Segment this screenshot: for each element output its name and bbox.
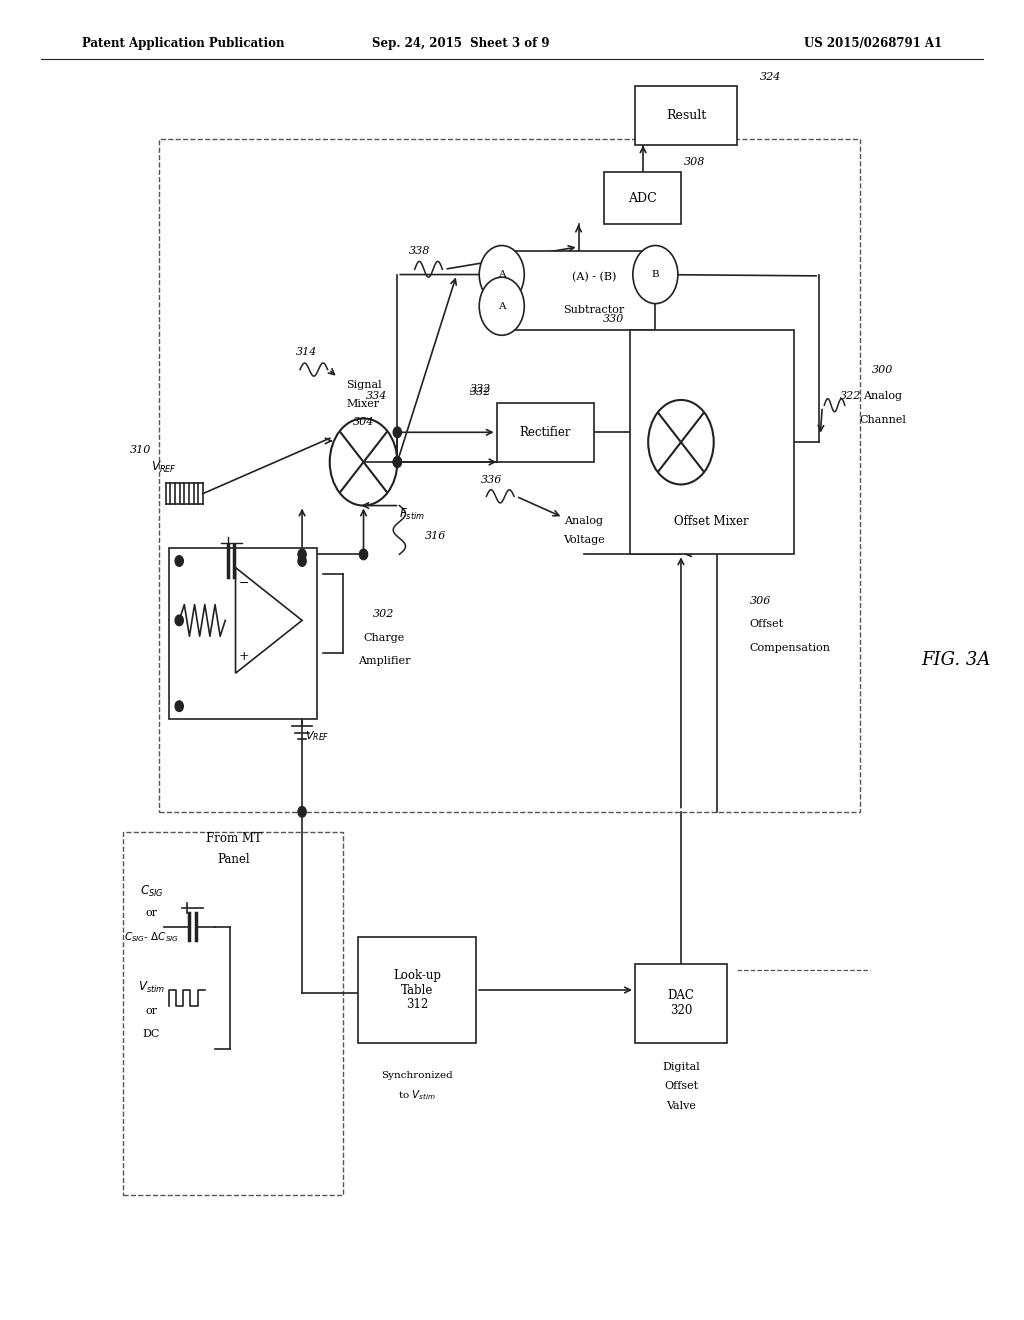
Text: A: A — [498, 271, 506, 279]
Text: Charge: Charge — [364, 632, 404, 643]
Text: $V_{REF}$: $V_{REF}$ — [305, 730, 330, 743]
Circle shape — [298, 556, 306, 566]
Text: Voltage: Voltage — [563, 535, 604, 545]
Circle shape — [175, 556, 183, 566]
Text: Valve: Valve — [666, 1101, 696, 1111]
Text: Patent Application Publication: Patent Application Publication — [82, 37, 285, 50]
Text: Synchronized: Synchronized — [381, 1072, 454, 1080]
Circle shape — [393, 457, 401, 467]
Circle shape — [298, 549, 306, 560]
Text: 330: 330 — [603, 314, 625, 325]
Text: Look-up
Table
312: Look-up Table 312 — [393, 969, 441, 1011]
FancyBboxPatch shape — [630, 330, 794, 554]
Text: −: − — [239, 577, 249, 590]
FancyBboxPatch shape — [604, 172, 681, 224]
Text: DAC
320: DAC 320 — [668, 989, 694, 1018]
Text: (A) - (B): (A) - (B) — [571, 272, 616, 282]
Circle shape — [298, 807, 306, 817]
Text: A: A — [498, 302, 506, 310]
Text: Sep. 24, 2015  Sheet 3 of 9: Sep. 24, 2015 Sheet 3 of 9 — [372, 37, 550, 50]
Text: $F_{stim}$: $F_{stim}$ — [399, 507, 425, 523]
Text: 304: 304 — [353, 417, 374, 428]
Text: 334: 334 — [366, 391, 387, 401]
FancyBboxPatch shape — [502, 251, 655, 330]
Text: to $V_{stim}$: to $V_{stim}$ — [398, 1089, 436, 1102]
Text: 322: 322 — [840, 391, 861, 401]
Text: 314: 314 — [296, 347, 317, 358]
Circle shape — [479, 246, 524, 304]
Text: Result: Result — [666, 110, 707, 121]
Text: Offset: Offset — [664, 1081, 698, 1092]
Text: B: B — [651, 271, 659, 279]
Text: $C_{SIG}$: $C_{SIG}$ — [139, 883, 164, 899]
Circle shape — [479, 277, 524, 335]
Text: Rectifier: Rectifier — [519, 426, 571, 438]
Text: $V_{REF}$: $V_{REF}$ — [151, 459, 177, 475]
Text: Offset Mixer: Offset Mixer — [675, 515, 749, 528]
Text: DC: DC — [143, 1028, 160, 1039]
FancyBboxPatch shape — [497, 403, 594, 462]
Text: 332: 332 — [470, 387, 492, 397]
Text: $C_{SIG}$- $\Delta C_{SIG}$: $C_{SIG}$- $\Delta C_{SIG}$ — [124, 931, 179, 944]
FancyBboxPatch shape — [635, 86, 737, 145]
Text: ADC: ADC — [628, 191, 657, 205]
Text: 316: 316 — [425, 531, 446, 541]
Text: Analog: Analog — [863, 391, 902, 401]
Text: Subtractor: Subtractor — [563, 305, 625, 315]
Text: Analog: Analog — [564, 516, 603, 527]
Text: FIG. 3A: FIG. 3A — [922, 651, 991, 669]
FancyBboxPatch shape — [635, 964, 727, 1043]
Text: 302: 302 — [374, 609, 394, 619]
Circle shape — [175, 615, 183, 626]
Text: Amplifier: Amplifier — [357, 656, 411, 667]
Text: 336: 336 — [480, 475, 502, 486]
Text: Digital: Digital — [663, 1061, 699, 1072]
Circle shape — [359, 549, 368, 560]
Circle shape — [175, 701, 183, 711]
Text: or: or — [145, 908, 158, 919]
Text: US 2015/0268791 A1: US 2015/0268791 A1 — [804, 37, 942, 50]
FancyBboxPatch shape — [358, 937, 476, 1043]
Text: 310: 310 — [130, 445, 152, 455]
Text: 338: 338 — [409, 246, 430, 256]
Circle shape — [393, 428, 401, 438]
Text: Mixer: Mixer — [347, 399, 380, 409]
Circle shape — [633, 246, 678, 304]
Text: Signal: Signal — [346, 380, 381, 391]
Text: 332: 332 — [470, 384, 492, 395]
Circle shape — [393, 457, 401, 467]
Text: +: + — [239, 649, 249, 663]
Text: Panel: Panel — [217, 853, 250, 866]
Text: 308: 308 — [684, 157, 706, 168]
Text: or: or — [145, 1006, 158, 1016]
Text: Offset: Offset — [750, 619, 783, 630]
FancyBboxPatch shape — [169, 548, 317, 719]
Text: Channel: Channel — [859, 414, 906, 425]
Text: 300: 300 — [872, 364, 893, 375]
Text: 324: 324 — [760, 71, 781, 82]
Polygon shape — [236, 568, 302, 673]
Text: Compensation: Compensation — [750, 643, 830, 653]
Text: 306: 306 — [750, 595, 771, 606]
Text: $V_{stim}$: $V_{stim}$ — [138, 979, 165, 995]
Text: From MT: From MT — [206, 832, 261, 845]
